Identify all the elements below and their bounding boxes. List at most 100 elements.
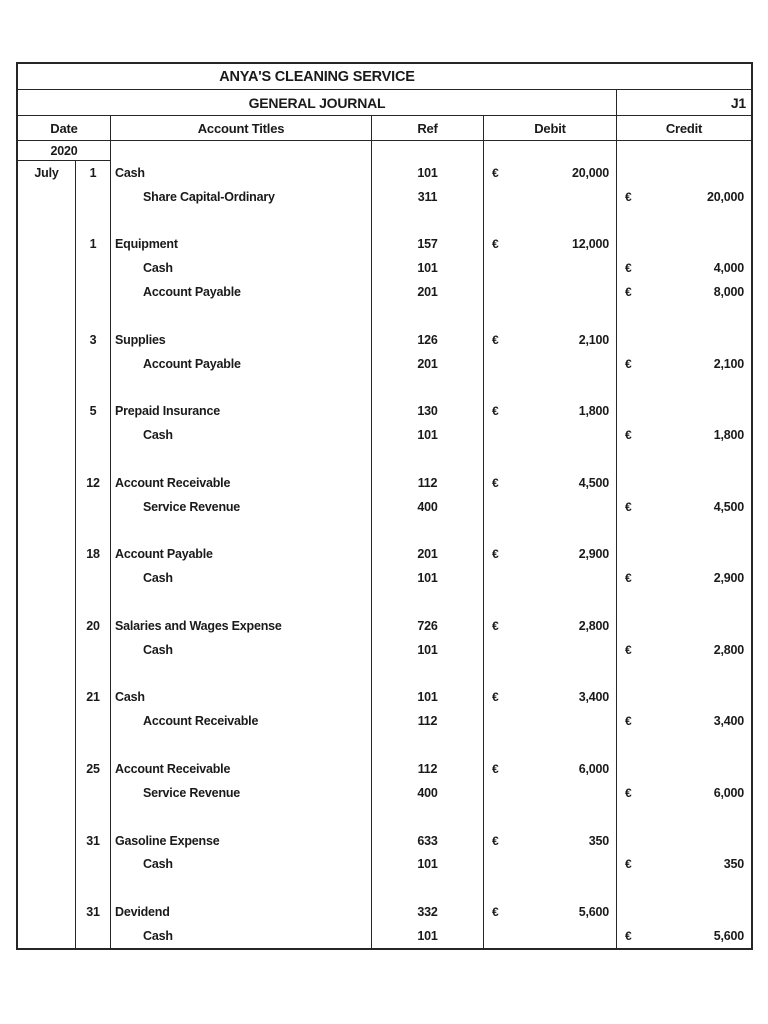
credit-cell-value: 350 (723, 857, 744, 872)
currency-symbol: € (492, 618, 499, 633)
month-cell (18, 852, 75, 876)
account-title-cell (110, 208, 371, 233)
journal-entry-row: Cash 101 €1,800 (18, 423, 751, 448)
day-cell (75, 709, 110, 734)
journal-entry-row: 31 Gasoline Expense 633 €350 (18, 828, 751, 853)
debit-cell-value: 2,100 (578, 332, 609, 347)
day-cell (75, 184, 110, 209)
blank-spacer-row (18, 447, 751, 471)
account-title-cell: Service Revenue (110, 494, 371, 519)
account-title-cell: Account Receivable (110, 470, 371, 495)
day-cell (75, 590, 110, 615)
currency-symbol: € (625, 285, 632, 300)
debit-cell (483, 518, 616, 543)
ref-cell (371, 518, 483, 543)
day-cell: 25 (75, 757, 110, 781)
month-cell (18, 757, 75, 781)
account-title-cell: Account Receivable (110, 709, 371, 734)
journal-entry-row: Cash 101 €2,800 (18, 637, 751, 662)
currency-symbol: € (492, 404, 499, 419)
debit-cell-value: 6,000 (578, 762, 609, 777)
debit-cell (483, 733, 616, 758)
ref-cell: 201 (371, 280, 483, 305)
debit-cell: €20,000 (483, 161, 616, 185)
account-title-cell (110, 804, 371, 829)
currency-symbol: € (625, 785, 632, 800)
day-cell (75, 852, 110, 877)
debit-cell (483, 709, 616, 734)
month-cell (18, 543, 75, 567)
account-title-cell: Share Capital-Ordinary (110, 184, 371, 209)
journal-entry-row: 1 Equipment 157 €12,000 (18, 232, 751, 257)
day-cell (75, 780, 110, 805)
debit-cell-value: 4,500 (578, 475, 609, 490)
debit-cell (483, 280, 616, 305)
debit-cell (483, 852, 616, 877)
account-title-cell: Devidend (110, 900, 371, 924)
header-debit: Debit (483, 116, 616, 140)
journal-entry-row: 20 Salaries and Wages Expense 726 €2,800 (18, 614, 751, 638)
day-cell (75, 208, 110, 233)
journal-entry-row: Account Receivable 112 €3,400 (18, 709, 751, 734)
ref-cell: 400 (371, 494, 483, 519)
journal-entry-row: 12 Account Receivable 112 €4,500 (18, 470, 751, 495)
credit-cell: €4,500 (616, 494, 751, 519)
month-cell (18, 495, 75, 519)
month-cell (18, 686, 75, 710)
account-title-cell (110, 375, 371, 400)
blank-spacer-row (18, 590, 751, 615)
debit-cell (483, 566, 616, 591)
credit-cell-value: 5,600 (713, 928, 744, 943)
ref-cell: 157 (371, 232, 483, 257)
account-title-cell: Service Revenue (110, 780, 371, 805)
ref-cell: 112 (371, 709, 483, 734)
ref-cell: 130 (371, 399, 483, 424)
credit-cell (616, 161, 751, 185)
ref-cell: 633 (371, 828, 483, 853)
credit-cell (616, 327, 751, 352)
journal-entry-row: Account Payable 201 €8,000 (18, 280, 751, 305)
currency-symbol: € (625, 356, 632, 371)
header-credit: Credit (616, 116, 751, 140)
debit-cell-value: 12,000 (571, 237, 609, 252)
debit-cell-value: 3,400 (578, 690, 609, 705)
account-title-cell: Salaries and Wages Expense (110, 614, 371, 638)
account-title-cell (110, 590, 371, 615)
debit-cell (483, 494, 616, 519)
account-title-cell (110, 661, 371, 686)
credit-cell (616, 876, 751, 901)
credit-cell-value: 4,500 (713, 499, 744, 514)
currency-symbol: € (492, 547, 499, 562)
day-cell: 1 (75, 161, 110, 185)
month-cell (18, 447, 75, 471)
general-journal-table: ANYA'S CLEANING SERVICE GENERAL JOURNAL … (16, 62, 753, 950)
month-cell (18, 209, 75, 233)
credit-cell (616, 518, 751, 543)
day-cell (75, 876, 110, 901)
year-row-ref-cell (371, 141, 483, 161)
journal-entry-row: Share Capital-Ordinary 311 €20,000 (18, 184, 751, 209)
ref-cell: 400 (371, 780, 483, 805)
day-cell (75, 375, 110, 400)
debit-cell-value: 2,900 (578, 547, 609, 562)
debit-cell: €12,000 (483, 232, 616, 257)
debit-cell-value: 1,800 (578, 404, 609, 419)
column-header-row: Date Account Titles Ref Debit Credit (18, 115, 751, 140)
currency-symbol: € (625, 928, 632, 943)
account-title-cell: Supplies (110, 327, 371, 352)
month-cell (18, 590, 75, 614)
account-title-cell: Cash (110, 924, 371, 948)
ref-cell: 101 (371, 685, 483, 710)
month-cell (18, 399, 75, 423)
ref-cell: 112 (371, 470, 483, 495)
month-cell (18, 781, 75, 805)
debit-cell: €4,500 (483, 470, 616, 495)
currency-symbol: € (492, 332, 499, 347)
credit-cell-value: 6,000 (713, 785, 744, 800)
debit-cell (483, 876, 616, 901)
credit-cell: €2,100 (616, 351, 751, 376)
account-title-cell: Cash (110, 256, 371, 281)
month-cell (18, 471, 75, 495)
journal-entry-row: 18 Account Payable 201 €2,900 (18, 542, 751, 567)
account-title-cell: Cash (110, 566, 371, 591)
